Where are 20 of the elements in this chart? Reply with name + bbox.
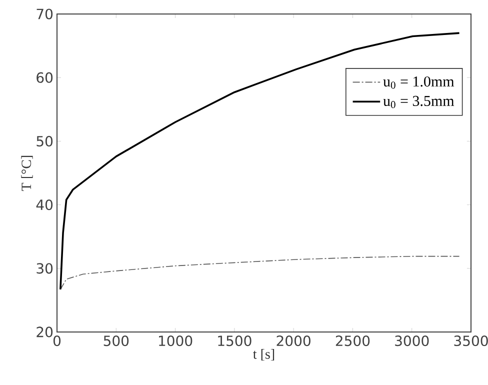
y-axis-title: T [°C] bbox=[21, 156, 33, 191]
x-tick-label: 1000 bbox=[159, 336, 192, 346]
y-tick-label: 50 bbox=[36, 136, 53, 146]
x-tick-label: 2500 bbox=[336, 336, 370, 346]
y-tick-label: 20 bbox=[36, 326, 53, 338]
x-axis-title: t [s] bbox=[253, 348, 274, 361]
x-tick-label: 3500 bbox=[454, 336, 488, 346]
x-tick-label: 500 bbox=[104, 336, 129, 346]
line-series bbox=[60, 32, 460, 290]
y-tick-label: 70 bbox=[36, 8, 53, 20]
x-tick-label: 1500 bbox=[218, 336, 252, 346]
legend-label: u$_{0}$ = 1.0mm bbox=[383, 76, 454, 89]
x-tick-label: 3000 bbox=[395, 336, 429, 346]
y-tick-label: 30 bbox=[36, 263, 53, 274]
x-tick-label: 2000 bbox=[276, 336, 310, 346]
line-series bbox=[60, 256, 460, 290]
y-tick-label: 40 bbox=[36, 199, 53, 210]
y-tick-label: 60 bbox=[36, 72, 53, 83]
legend-label: u$_{0}$ = 3.5mm bbox=[383, 96, 454, 108]
x-tick-label: 0 bbox=[53, 336, 61, 346]
